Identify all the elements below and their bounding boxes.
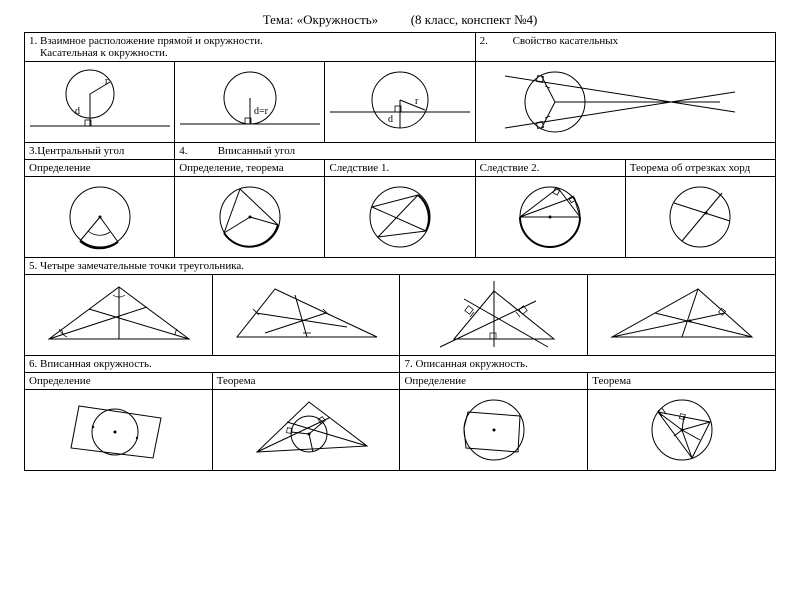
fig-deq: d=r	[175, 62, 325, 143]
r4c3: Следствие 1.	[325, 160, 475, 177]
row8-header: 6. Вписанная окружность. 7. Описанная ок…	[25, 356, 776, 373]
sec5-header: 5. Четыре замечательные точки треугольни…	[25, 258, 776, 275]
fig-consequence2	[475, 177, 625, 258]
fig-central-angle	[25, 177, 175, 258]
row2-figures: d r d=r	[25, 62, 776, 143]
d-label: d	[75, 106, 80, 117]
sec7-header: 7. Описанная окружность.	[400, 356, 776, 373]
svg-text:r: r	[415, 96, 419, 107]
sec6-header: 6. Вписанная окружность.	[25, 356, 400, 373]
deq-label: d=r	[254, 106, 269, 117]
fig-perp-bisectors	[212, 275, 400, 356]
sec1-line1: 1. Взаимное расположение прямой и окружн…	[29, 35, 471, 47]
row6-header: 5. Четыре замечательные точки треугольни…	[25, 258, 776, 275]
worksheet-page: Тема: «Окружность» (8 класс, конспект №4…	[0, 0, 800, 495]
fig-chord-segments	[625, 177, 775, 258]
sec2-num: 2.	[480, 35, 488, 47]
row1-header: 1. Взаимное расположение прямой и окружн…	[25, 33, 776, 62]
r9c4: Теорема	[588, 373, 776, 390]
r4c5: Теорема об отрезках хорд	[625, 160, 775, 177]
fig-medians	[588, 275, 776, 356]
fig-circumscribed-def	[400, 390, 588, 471]
fig-inscribed-def	[25, 390, 213, 471]
r-label: r	[105, 76, 109, 87]
page-title: Тема: «Окружность» (8 класс, конспект №4…	[24, 12, 776, 28]
r9c3: Определение	[400, 373, 588, 390]
r4c4: Следствие 2.	[475, 160, 625, 177]
row9-subheader: Определение Теорема Определение Теорема	[25, 373, 776, 390]
fig-bisectors	[25, 275, 213, 356]
title-prefix: Тема: «Окружность»	[263, 12, 379, 27]
row4-subheader: Определение Определение, теорема Следств…	[25, 160, 776, 177]
row3-header: 3.Центральный угол 4. Вписанный угол	[25, 143, 776, 160]
fig-dgt: d r	[325, 62, 475, 143]
main-grid: 1. Взаимное расположение прямой и окружн…	[24, 32, 776, 471]
svg-text:d: d	[388, 114, 393, 125]
fig-dlt: d r	[25, 62, 175, 143]
r9c2: Теорема	[212, 373, 400, 390]
row5-figures	[25, 177, 776, 258]
fig-inscribed-thm	[212, 390, 400, 471]
r9c1: Определение	[25, 373, 213, 390]
fig-tangent-prop	[475, 62, 775, 143]
fig-consequence1	[325, 177, 475, 258]
fig-inscribed-angle	[175, 177, 325, 258]
r4c1: Определение	[25, 160, 175, 177]
sec1-line2: Касательная к окружности.	[29, 47, 471, 59]
sec4-header: 4. Вписанный угол	[175, 143, 776, 160]
fig-altitudes	[400, 275, 588, 356]
title-suffix: (8 класс, конспект №4)	[411, 12, 538, 27]
row7-figures	[25, 275, 776, 356]
r4c2: Определение, теорема	[175, 160, 325, 177]
row10-figures	[25, 390, 776, 471]
sec1-header: 1. Взаимное расположение прямой и окружн…	[25, 33, 476, 62]
sec2-header: 2. Свойство касательных	[475, 33, 775, 62]
fig-circumscribed-thm	[588, 390, 776, 471]
sec2-lbl: Свойство касательных	[513, 35, 619, 47]
sec3-header: 3.Центральный угол	[25, 143, 175, 160]
